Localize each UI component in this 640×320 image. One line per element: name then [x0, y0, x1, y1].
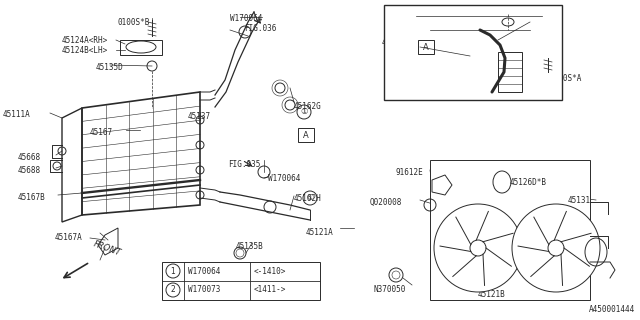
Text: W170064: W170064 — [188, 267, 220, 276]
Text: W170064: W170064 — [230, 14, 262, 23]
Text: 45122: 45122 — [544, 268, 567, 277]
Text: 0100S*B: 0100S*B — [118, 18, 150, 27]
Text: 45131: 45131 — [568, 234, 591, 243]
Text: 91612E: 91612E — [396, 168, 424, 177]
Text: 45121B: 45121B — [478, 290, 506, 299]
Circle shape — [297, 105, 311, 119]
Text: 45135B: 45135B — [236, 242, 264, 251]
Text: ①: ① — [300, 108, 308, 116]
Text: <1411->: <1411-> — [254, 285, 286, 294]
Text: 45124B<LH>: 45124B<LH> — [62, 46, 108, 55]
Circle shape — [196, 141, 204, 149]
Bar — [384, 5, 562, 100]
Circle shape — [434, 204, 522, 292]
Text: FIG.036: FIG.036 — [244, 24, 276, 33]
Bar — [418, 40, 434, 54]
Circle shape — [196, 191, 204, 199]
Text: 45135D: 45135D — [96, 63, 124, 72]
Text: FRONT: FRONT — [92, 240, 122, 258]
Circle shape — [166, 264, 180, 278]
Text: 45131: 45131 — [568, 196, 591, 205]
Text: Q020008: Q020008 — [370, 198, 403, 207]
Circle shape — [512, 204, 600, 292]
Text: 0100S*A: 0100S*A — [550, 74, 582, 83]
Text: 45150: 45150 — [382, 38, 405, 47]
Text: 45688: 45688 — [18, 166, 41, 175]
Bar — [498, 52, 522, 92]
Text: 45137B: 45137B — [446, 12, 474, 21]
Text: 2: 2 — [171, 285, 175, 294]
Text: 45162G: 45162G — [294, 102, 322, 111]
Text: ①: ① — [307, 194, 314, 203]
Text: 45167B: 45167B — [18, 193, 45, 202]
Text: 45167: 45167 — [90, 128, 113, 137]
Text: 45162A: 45162A — [446, 25, 474, 34]
Text: W170073: W170073 — [188, 285, 220, 294]
Text: 45111A: 45111A — [3, 110, 31, 119]
Circle shape — [548, 240, 564, 256]
Circle shape — [470, 240, 486, 256]
Circle shape — [196, 116, 204, 124]
Text: FIG.035: FIG.035 — [228, 160, 260, 169]
Bar — [430, 160, 590, 300]
Text: 1: 1 — [171, 267, 175, 276]
Circle shape — [166, 283, 180, 297]
Circle shape — [303, 191, 317, 205]
Text: 45137: 45137 — [188, 112, 211, 121]
Text: 45126D*B: 45126D*B — [510, 178, 547, 187]
Text: A450001444: A450001444 — [589, 305, 635, 314]
Text: 45162H: 45162H — [294, 194, 322, 203]
Text: 45124A<RH>: 45124A<RH> — [62, 36, 108, 45]
Text: <-1410>: <-1410> — [254, 267, 286, 276]
Text: N370050: N370050 — [374, 285, 406, 294]
Text: 45121A: 45121A — [306, 228, 333, 237]
Text: 45126D*A: 45126D*A — [534, 256, 571, 265]
Text: 45668: 45668 — [18, 153, 41, 162]
Text: 45167A: 45167A — [55, 233, 83, 242]
Text: A: A — [303, 131, 309, 140]
Circle shape — [196, 166, 204, 174]
Bar — [162, 262, 320, 300]
Bar — [298, 128, 314, 142]
Text: W170064: W170064 — [268, 174, 300, 183]
Text: A: A — [423, 43, 429, 52]
